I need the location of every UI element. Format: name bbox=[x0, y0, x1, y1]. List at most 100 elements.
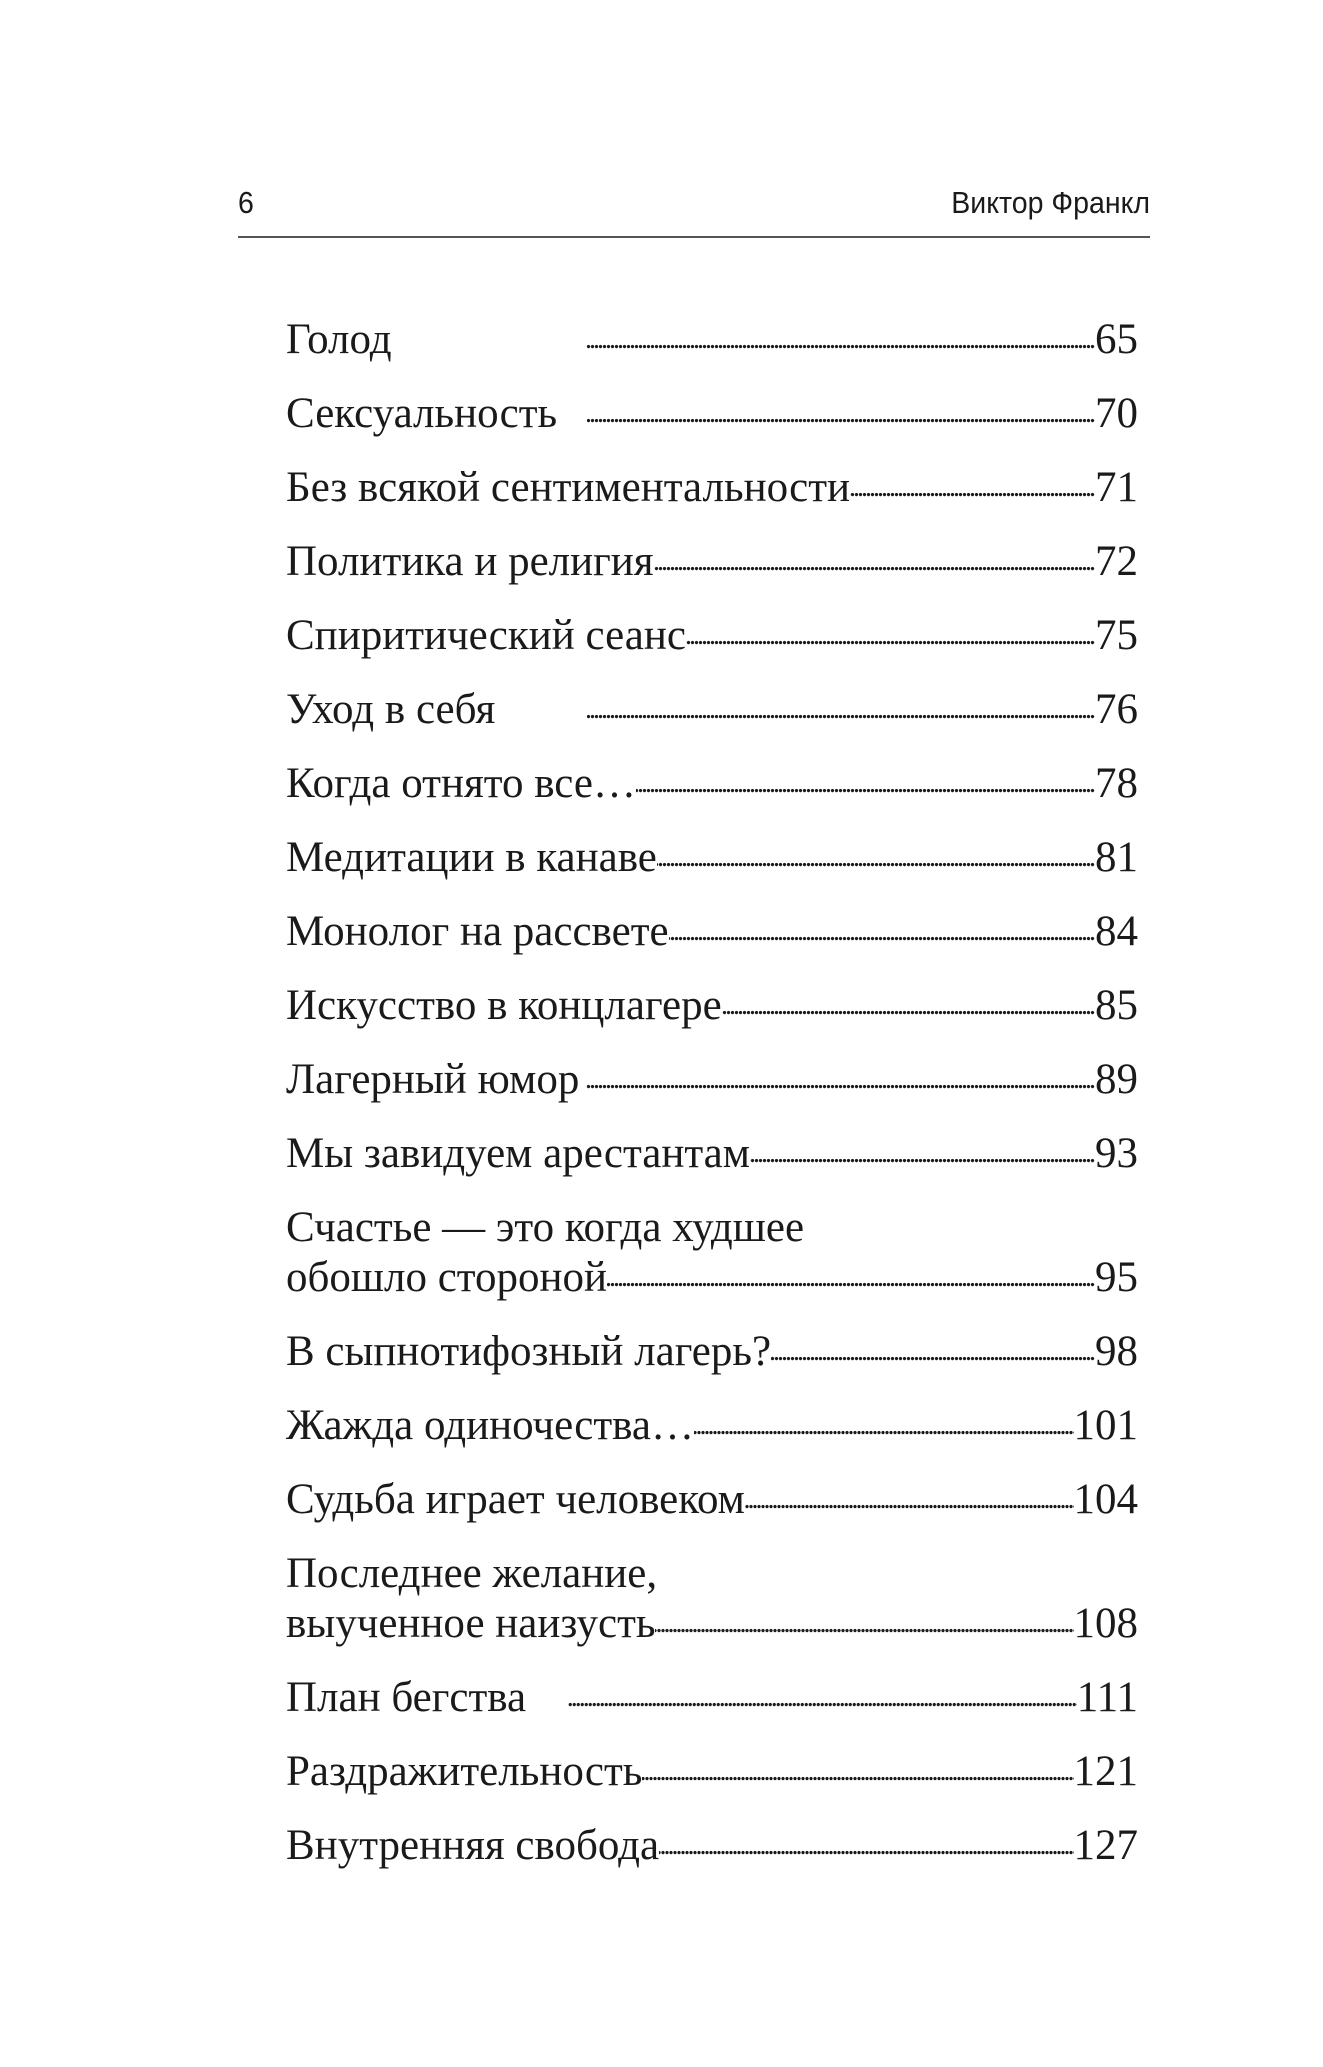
toc-entry: Сексуальность 70 bbox=[286, 389, 1138, 439]
toc-entry: Медитации в канаве 81 bbox=[286, 833, 1138, 883]
toc-entry-page: 93 bbox=[1095, 1130, 1138, 1177]
dot-leader bbox=[636, 759, 1095, 809]
toc-entry-line: В сыпнотифозный лагерь? 98 bbox=[286, 1327, 1138, 1377]
toc-entry: Без всякой сентиментальности 71 bbox=[286, 463, 1138, 513]
dot-leader bbox=[557, 389, 1095, 439]
toc-entry-line: Мы завидуем арестантам 93 bbox=[286, 1129, 1138, 1179]
toc-entry-page: 89 bbox=[1095, 1056, 1138, 1103]
toc-entry-title: обошло стороной bbox=[286, 1254, 608, 1301]
toc-entry-page: 84 bbox=[1095, 908, 1138, 955]
toc-entry: Политика и религия 72 bbox=[286, 537, 1138, 587]
toc-entry-page: 108 bbox=[1073, 1600, 1139, 1647]
toc-entry-line: Политика и религия 72 bbox=[286, 537, 1138, 587]
running-header-author: Виктор Франкл bbox=[951, 185, 1150, 220]
toc-entry-line: Искусство в концлагере 85 bbox=[286, 981, 1138, 1031]
page-number: 6 bbox=[238, 185, 254, 220]
toc-entry-title: Счастье — это когда худшее bbox=[286, 1204, 805, 1251]
toc-entry-title: Спиритический сеанс bbox=[286, 612, 686, 659]
dot-leader bbox=[495, 685, 1095, 735]
toc-entry-line: Когда отнято все… 78 bbox=[286, 759, 1138, 809]
dot-leader bbox=[607, 1253, 1095, 1303]
toc-entry-page: 65 bbox=[1095, 316, 1138, 363]
toc-entry-title: Внутренняя свобода bbox=[286, 1822, 660, 1869]
toc-entry-title: выученное наизусть bbox=[286, 1600, 656, 1647]
toc-entry: В сыпнотифозный лагерь? 98 bbox=[286, 1327, 1138, 1377]
toc-entry-line: Голод 65 bbox=[286, 315, 1138, 365]
toc-entry: Судьба играет человеком 104 bbox=[286, 1475, 1138, 1525]
toc-entry-page: 85 bbox=[1095, 982, 1138, 1029]
dot-leader bbox=[771, 1327, 1095, 1377]
dot-leader bbox=[694, 1401, 1074, 1451]
toc-entry-page: 72 bbox=[1095, 538, 1138, 585]
dot-leader bbox=[655, 1599, 1073, 1649]
toc-entry: Жажда одиночества… 101 bbox=[286, 1401, 1138, 1451]
toc-entry: Монолог на рассвете 84 bbox=[286, 907, 1138, 957]
dot-leader bbox=[526, 1673, 1077, 1723]
running-header: 6 Виктор Франкл bbox=[238, 185, 1150, 237]
toc-entry-line: выученное наизусть 108 bbox=[286, 1599, 1138, 1649]
toc-entry-title: Судьба играет человеком bbox=[286, 1476, 745, 1523]
toc-entry-line: Последнее желание, bbox=[286, 1549, 1138, 1599]
toc-entry-title: Без всякой сентиментальности bbox=[286, 464, 851, 511]
toc-entry-line: Без всякой сентиментальности 71 bbox=[286, 463, 1138, 513]
toc-entry-line: Монолог на рассвете 84 bbox=[286, 907, 1138, 957]
toc-entry-title: Сексуальность bbox=[286, 390, 558, 437]
toc-entry: Внутренняя свобода 127 bbox=[286, 1821, 1138, 1871]
toc-entry-page: 95 bbox=[1095, 1254, 1138, 1301]
toc-entry-page: 78 bbox=[1095, 760, 1138, 807]
toc-entry-title: Мы завидуем арестантам bbox=[286, 1130, 750, 1177]
toc-entry-page: 98 bbox=[1095, 1328, 1138, 1375]
toc-entry-line: Уход в себя 76 bbox=[286, 685, 1138, 735]
toc-entry: Голод 65 bbox=[286, 315, 1138, 365]
toc-entry: Последнее желание,выученное наизусть 108 bbox=[286, 1549, 1138, 1649]
toc-entry: Уход в себя 76 bbox=[286, 685, 1138, 735]
toc-entry-line: Судьба играет человеком 104 bbox=[286, 1475, 1138, 1525]
toc-entry-line: Жажда одиночества… 101 bbox=[286, 1401, 1138, 1451]
dot-leader bbox=[745, 1475, 1074, 1525]
toc-entry-page: 111 bbox=[1076, 1674, 1138, 1721]
toc-entry-title: Жажда одиночества… bbox=[286, 1402, 694, 1449]
toc-entry-line: Медитации в канаве 81 bbox=[286, 833, 1138, 883]
toc-entry: Мы завидуем арестантам 93 bbox=[286, 1129, 1138, 1179]
toc-entry-page: 104 bbox=[1073, 1476, 1139, 1523]
toc-entry-line: Счастье — это когда худшее bbox=[286, 1203, 1138, 1253]
toc-entry-title: Политика и религия bbox=[286, 538, 654, 585]
toc-entry: Когда отнято все… 78 bbox=[286, 759, 1138, 809]
toc-entry-title: Последнее желание, bbox=[286, 1550, 658, 1597]
toc-entry-title: Голод bbox=[286, 316, 392, 363]
dot-leader bbox=[392, 315, 1095, 365]
dot-leader bbox=[669, 907, 1095, 957]
toc-entry: Спиритический сеанс 75 bbox=[286, 611, 1138, 661]
header-rule bbox=[238, 236, 1150, 238]
dot-leader bbox=[722, 981, 1095, 1031]
dot-leader bbox=[642, 1747, 1073, 1797]
toc-entry-page: 101 bbox=[1073, 1402, 1139, 1449]
toc-entry-page: 121 bbox=[1073, 1748, 1139, 1795]
toc-entry-title: Раздражительность bbox=[286, 1748, 643, 1795]
dot-leader bbox=[579, 1055, 1095, 1105]
dot-leader bbox=[657, 833, 1095, 883]
toc-entry-line: Внутренняя свобода 127 bbox=[286, 1821, 1138, 1871]
toc-entry: План бегства 111 bbox=[286, 1673, 1138, 1723]
toc-entry-line: Раздражительность 121 bbox=[286, 1747, 1138, 1797]
toc-entry-page: 71 bbox=[1095, 464, 1138, 511]
table-of-contents: Голод 65 Сексуальность 70 Без всякой сентиме… bbox=[286, 315, 1138, 1895]
dot-leader bbox=[686, 611, 1095, 661]
toc-entry-title: Лагерный юмор bbox=[286, 1056, 580, 1103]
toc-entry-line: План бегства 111 bbox=[286, 1673, 1138, 1723]
toc-entry-page: 76 bbox=[1095, 686, 1138, 733]
dot-leader bbox=[654, 537, 1095, 587]
toc-entry-page: 75 bbox=[1095, 612, 1138, 659]
toc-entry-line: Сексуальность 70 bbox=[286, 389, 1138, 439]
toc-entry-title: В сыпнотифозный лагерь? bbox=[286, 1328, 772, 1375]
dot-leader bbox=[850, 463, 1095, 513]
toc-entry-page: 81 bbox=[1095, 834, 1138, 881]
dot-leader bbox=[659, 1821, 1073, 1871]
toc-entry-page: 70 bbox=[1095, 390, 1138, 437]
toc-entry-title: Медитации в канаве bbox=[286, 834, 657, 881]
toc-entry-title: Когда отнято все… bbox=[286, 760, 636, 807]
toc-entry: Лагерный юмор 89 bbox=[286, 1055, 1138, 1105]
toc-entry-title: План бегства bbox=[286, 1674, 527, 1721]
toc-entry-line: Спиритический сеанс 75 bbox=[286, 611, 1138, 661]
toc-entry-title: Уход в себя bbox=[286, 686, 496, 733]
